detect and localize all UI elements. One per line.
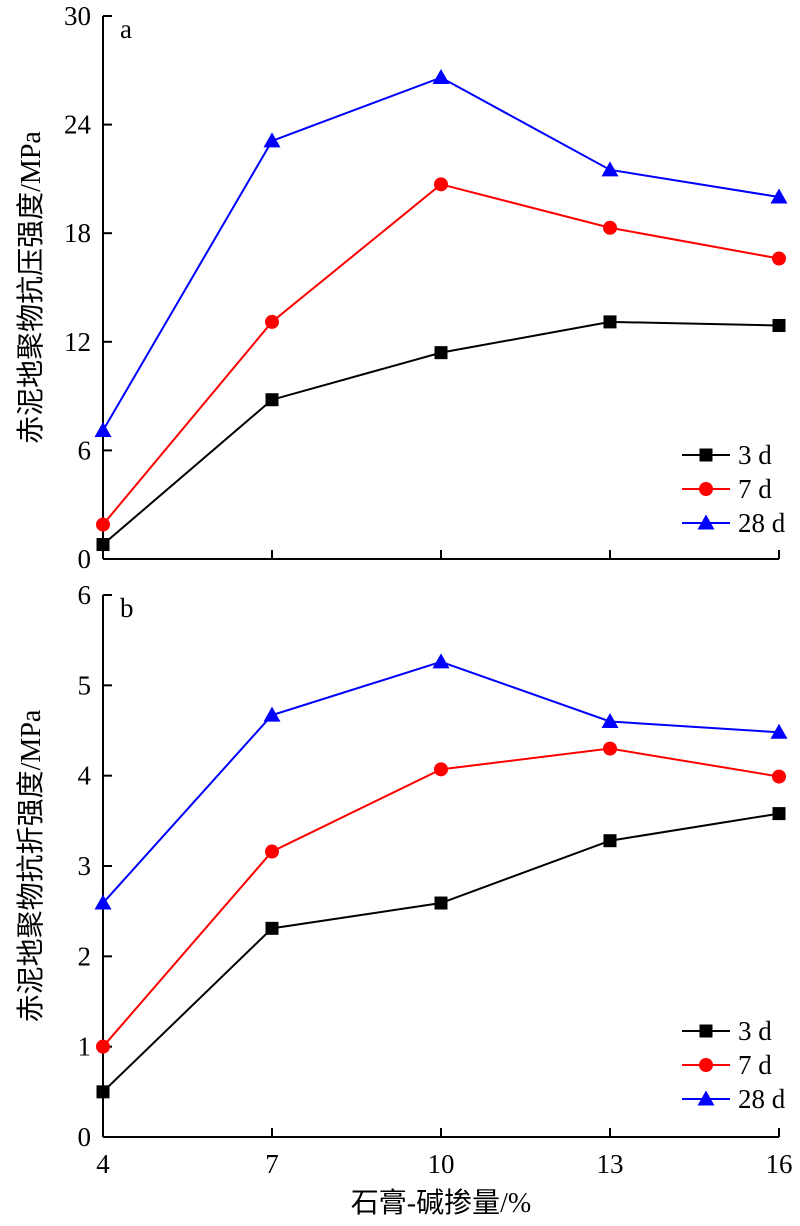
data-point — [96, 538, 110, 552]
x-tick-label: 13 — [597, 1149, 624, 1179]
data-point — [770, 723, 788, 739]
data-point — [265, 314, 279, 329]
y-tick-label: 18 — [64, 218, 91, 248]
panel-label: a — [120, 14, 132, 44]
legend-entry: 7 d — [738, 474, 772, 504]
legend-marker — [697, 514, 715, 530]
data-point — [772, 319, 786, 333]
data-point — [434, 762, 448, 777]
series-line-28d — [102, 76, 780, 431]
data-point — [601, 712, 619, 728]
y-tick-label: 2 — [78, 941, 92, 971]
legend-marker — [699, 1058, 713, 1072]
data-point — [96, 1085, 110, 1099]
data-point — [772, 807, 786, 821]
data-point — [432, 69, 450, 85]
legend-entry: 28 d — [738, 508, 786, 538]
data-point — [603, 741, 617, 756]
data-point — [265, 844, 279, 859]
x-tick-label: 10 — [428, 1149, 455, 1179]
legend: 3 d 7 d 28 d — [682, 1016, 786, 1114]
data-point — [770, 188, 788, 204]
data-point — [434, 177, 448, 192]
data-point — [263, 706, 281, 722]
data-point — [603, 315, 617, 329]
y-tick-label: 6 — [78, 435, 92, 465]
legend-entry: 28 d — [738, 1084, 786, 1114]
legend-marker — [699, 1024, 713, 1038]
y-tick-label: 4 — [78, 761, 92, 791]
series-line-28d — [102, 660, 780, 904]
data-point — [94, 421, 112, 437]
y-tick-label: 0 — [78, 1122, 92, 1152]
x-tick-label: 7 — [265, 1149, 279, 1179]
data-point — [263, 132, 281, 148]
data-point — [265, 921, 279, 935]
legend-entry: 7 d — [738, 1050, 772, 1080]
data-point — [772, 769, 786, 784]
series-line-3d — [102, 812, 780, 1093]
data-point — [434, 346, 448, 360]
legend: 3 d 7 d 28 d — [682, 440, 786, 538]
x-axis-label: 石膏-碱掺量/% — [351, 1187, 531, 1219]
data-point — [96, 517, 110, 532]
data-point — [772, 251, 786, 266]
chart-panel-b: 0 1 2 3 4 5 6 4 7 10 13 16 b 赤泥地聚物抗折强度/MPa 3 d 7 d 28 d 石… — [15, 580, 793, 1219]
legend-entry: 3 d — [738, 440, 772, 470]
y-tick-label: 30 — [64, 1, 91, 31]
data-point — [434, 896, 448, 910]
chart-panel-a: 0 6 12 18 24 30 a 赤泥地聚物抗压强度/MPa 3 d 7 d 28 d — [15, 1, 788, 574]
data-point — [601, 161, 619, 177]
panel-label: b — [120, 593, 134, 623]
legend-marker — [697, 1090, 715, 1106]
legend-marker — [699, 482, 713, 496]
x-tick-label: 4 — [96, 1149, 110, 1179]
data-point — [603, 834, 617, 848]
data-point — [96, 1039, 110, 1054]
y-tick-label: 3 — [78, 851, 92, 881]
data-point — [603, 220, 617, 235]
y-axis-label: 赤泥地聚物抗折强度/MPa — [15, 709, 47, 1022]
y-tick-label: 12 — [64, 327, 91, 357]
data-point — [94, 894, 112, 910]
legend-entry: 3 d — [738, 1016, 772, 1046]
y-tick-label: 5 — [78, 670, 92, 700]
data-point — [432, 653, 450, 669]
y-tick-label: 24 — [64, 110, 92, 140]
y-tick-label: 6 — [78, 580, 92, 610]
y-tick-label: 0 — [78, 544, 92, 574]
y-tick-label: 1 — [78, 1032, 92, 1062]
y-axis-label: 赤泥地聚物抗压强度/MPa — [15, 131, 47, 444]
x-tick-label: 16 — [766, 1149, 793, 1179]
data-point — [265, 393, 279, 407]
legend-marker — [699, 448, 713, 462]
